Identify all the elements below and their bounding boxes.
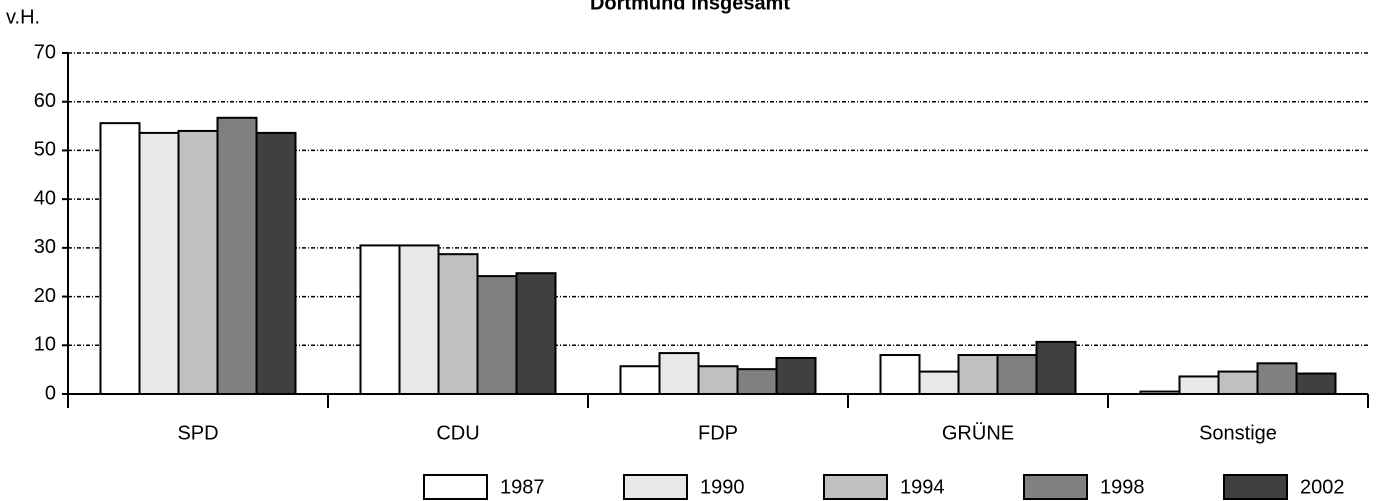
- bar: [255, 131, 297, 396]
- legend-swatch: [1023, 474, 1088, 500]
- bar: [736, 368, 778, 395]
- bar: [1035, 340, 1077, 395]
- bar: [697, 365, 739, 395]
- y-tick-label: 30: [34, 236, 56, 258]
- legend-swatch: [423, 474, 488, 500]
- y-tick-label: 0: [45, 382, 56, 404]
- legend-label: 1994: [900, 476, 945, 498]
- y-tick-label: 10: [34, 334, 56, 356]
- legend-label: 1990: [700, 476, 745, 498]
- x-tick-label: Sonstige: [1199, 422, 1277, 444]
- bar: [879, 354, 921, 395]
- bar: [515, 272, 557, 395]
- bar: [1217, 370, 1259, 396]
- y-tick-label: 50: [34, 139, 56, 161]
- y-tick-label: 40: [34, 187, 56, 209]
- bar: [476, 275, 518, 395]
- y-tick-label: 70: [34, 41, 56, 63]
- bar: [437, 253, 479, 395]
- legend-swatch: [823, 474, 888, 500]
- bar: [619, 365, 661, 395]
- bar: [216, 116, 258, 395]
- bar: [359, 244, 401, 395]
- bar: [138, 131, 180, 396]
- legend-swatch: [623, 474, 688, 500]
- x-tick-label: FDP: [698, 422, 738, 444]
- legend-label: 2002: [1300, 476, 1345, 498]
- bar: [1256, 362, 1298, 395]
- legend-label: 1998: [1100, 476, 1145, 498]
- bar: [1178, 375, 1220, 396]
- y-tick-label: 60: [34, 90, 56, 112]
- chart-title: Dortmund insgesamt: [590, 0, 790, 14]
- legend-label: 1987: [500, 476, 545, 498]
- bar: [775, 356, 817, 395]
- bar: [957, 354, 999, 395]
- y-tick-label: 20: [34, 285, 56, 307]
- bar: [99, 122, 141, 396]
- x-tick-label: SPD: [177, 422, 218, 444]
- legend-swatch: [1223, 474, 1288, 500]
- bar: [1295, 372, 1337, 396]
- bar: [177, 129, 219, 395]
- x-tick-label: CDU: [436, 422, 479, 444]
- bar: [398, 244, 440, 395]
- bar: [658, 352, 700, 395]
- y-axis-label: v.H.: [6, 6, 40, 28]
- bar: [918, 370, 960, 396]
- bar: [996, 354, 1038, 395]
- x-tick-label: GRÜNE: [942, 422, 1014, 444]
